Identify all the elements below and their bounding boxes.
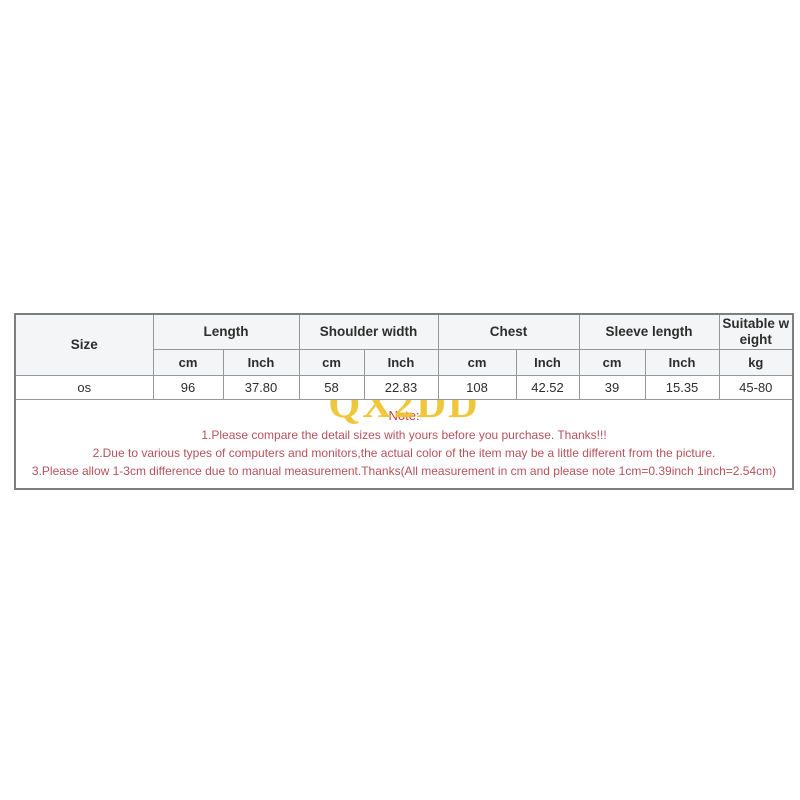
sleeve-cm-cell: 39 [578, 374, 646, 400]
size-data-row: os 96 37.80 58 22.83 108 42.52 39 15.35 … [14, 374, 794, 400]
chest-group-header: Chest [437, 313, 580, 350]
sleeve-length-group-header: Sleeve length [578, 313, 720, 350]
weight-value-cell: 45-80 [718, 374, 794, 400]
shoulder-cm-header: cm [298, 348, 365, 376]
size-column-header: Size [14, 313, 154, 376]
shoulder-inch-cell: 22.83 [363, 374, 439, 400]
note-line-1: 1.Please compare the detail sizes with y… [201, 428, 607, 443]
sleeve-inch-header: Inch [644, 348, 720, 376]
length-cm-cell: 96 [152, 374, 224, 400]
shoulder-width-group-header: Shoulder width [298, 313, 439, 350]
unit-header-row: cm Inch cm Inch cm Inch cm Inch kg [15, 348, 794, 376]
note-line-3: 3.Please allow 1-3cm difference due to m… [31, 464, 777, 479]
note-line-2: 2.Due to various types of computers and … [92, 446, 716, 461]
shoulder-inch-header: Inch [363, 348, 439, 376]
sleeve-cm-header: cm [578, 348, 646, 376]
length-inch-cell: 37.80 [222, 374, 300, 400]
chest-inch-cell: 42.52 [515, 374, 580, 400]
size-value-cell: os [14, 374, 154, 400]
note-heading: Note: [388, 408, 420, 424]
size-chart-table: Size Length Shoulder width Chest Sleeve … [14, 313, 795, 490]
sleeve-inch-cell: 15.35 [644, 374, 720, 400]
length-inch-header: Inch [222, 348, 300, 376]
shoulder-cm-cell: 58 [298, 374, 365, 400]
size-chart-sheet: Size Length Shoulder width Chest Sleeve … [14, 313, 795, 490]
suitable-weight-group-header: Suitable w eight [718, 313, 794, 350]
length-cm-header: cm [152, 348, 224, 376]
weight-kg-header: kg [718, 348, 794, 376]
length-group-header: Length [152, 313, 300, 350]
chest-cm-header: cm [437, 348, 517, 376]
notes-row: QX2DD Note: 1.Please compare the detail … [14, 398, 794, 490]
notes-cell: QX2DD Note: 1.Please compare the detail … [14, 398, 794, 490]
group-header-row: Size Length Shoulder width Chest Sleeve … [14, 313, 794, 376]
chest-cm-cell: 108 [437, 374, 517, 400]
chest-inch-header: Inch [515, 348, 580, 376]
